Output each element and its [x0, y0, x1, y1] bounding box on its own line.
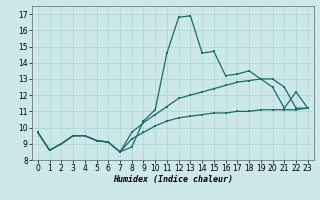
X-axis label: Humidex (Indice chaleur): Humidex (Indice chaleur)	[113, 175, 233, 184]
